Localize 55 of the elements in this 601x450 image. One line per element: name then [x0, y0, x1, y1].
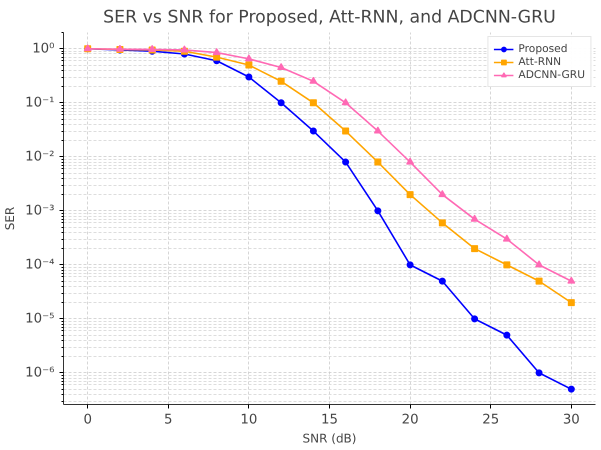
point [277, 62, 286, 70]
x-tick-label: 20 [402, 412, 419, 428]
point [180, 45, 188, 52]
point [502, 234, 511, 242]
point [310, 99, 317, 106]
point [536, 369, 543, 376]
legend-label: ADCNN-GRU [518, 68, 585, 81]
point [278, 78, 285, 85]
y-tick-label: 10⁻¹ [25, 95, 55, 110]
point [342, 158, 350, 166]
x-tick-label: 25 [482, 412, 500, 428]
y-tick-label: 10⁻² [25, 149, 55, 164]
point [374, 207, 382, 214]
x-axis-title: SNR (dB) [302, 432, 356, 446]
point [406, 158, 414, 165]
chart-title: SER vs SNR for Proposed, Att-RNN, and ADCNN-GRU [103, 8, 556, 28]
point [244, 54, 253, 62]
x-tick-label: 5 [164, 412, 173, 428]
point [471, 245, 478, 252]
point [568, 386, 575, 393]
point [245, 74, 252, 81]
point [536, 278, 543, 285]
y-tick-label: 10⁻⁵ [25, 311, 55, 326]
point [406, 191, 414, 198]
point [212, 48, 221, 56]
x-tick-label: 10 [240, 412, 258, 428]
point [535, 260, 544, 268]
point [503, 332, 510, 339]
point [438, 278, 446, 285]
point [567, 276, 576, 284]
y-tick-label: 10⁻³ [25, 203, 55, 218]
point [342, 128, 350, 135]
x-tick-label: 15 [321, 412, 338, 428]
point [342, 98, 350, 106]
point [471, 315, 478, 322]
y-tick-label: 10⁰ [32, 41, 55, 56]
point [438, 219, 446, 226]
y-axis-title: SER [3, 206, 18, 230]
point [310, 128, 317, 135]
legend-label: Att-RNN [518, 55, 562, 68]
point [245, 62, 252, 69]
point [438, 190, 446, 198]
point [309, 76, 318, 84]
x-tick-label: 30 [562, 412, 580, 428]
y-tick-label: 10⁻⁶ [25, 365, 55, 380]
point [568, 299, 575, 306]
point [374, 158, 382, 166]
legend-label: Proposed [518, 42, 568, 55]
point [470, 214, 479, 222]
point [503, 261, 510, 268]
point [374, 126, 382, 134]
y-tick-label: 10⁻⁴ [25, 257, 55, 272]
point [278, 99, 285, 106]
point [406, 261, 414, 268]
x-tick-label: 0 [83, 412, 92, 428]
